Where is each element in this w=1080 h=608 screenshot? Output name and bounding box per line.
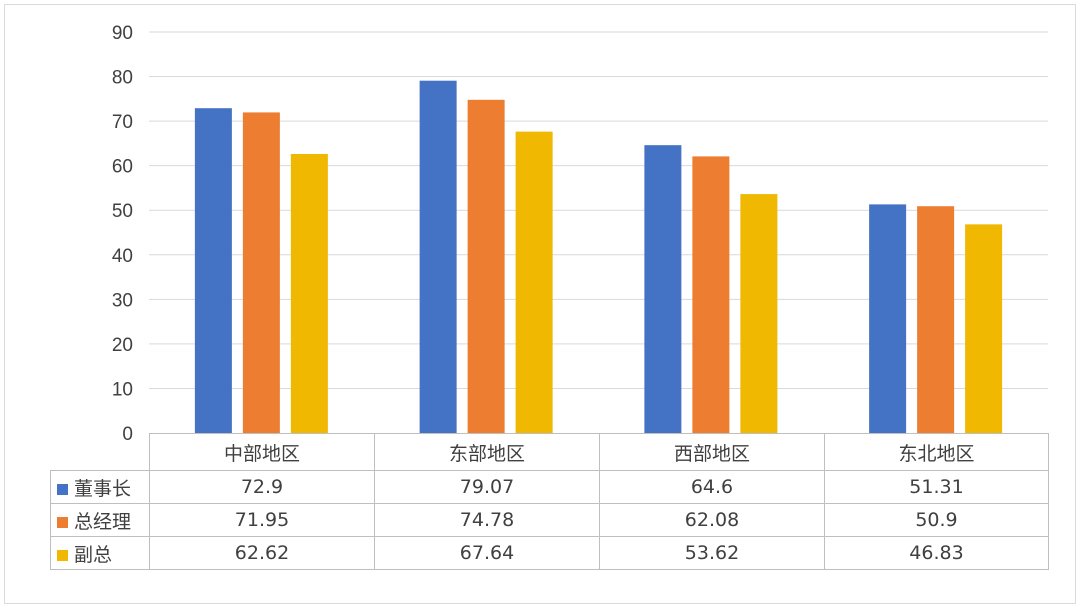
legend-entry: 副总 (50, 536, 150, 570)
bar (869, 204, 907, 433)
bar (194, 108, 232, 433)
y-tick-label: 40 (112, 246, 133, 267)
bar (740, 194, 778, 433)
chart-frame (4, 4, 1076, 604)
gridlines (149, 31, 1048, 389)
bar (242, 112, 280, 433)
table-cell: 51.31 (824, 470, 1049, 504)
legend-swatch (57, 516, 68, 528)
bar (965, 224, 1003, 433)
table-corner (50, 433, 150, 471)
series-name: 总经理 (74, 510, 132, 533)
bar (467, 99, 505, 434)
table-cell: 53.62 (599, 536, 825, 570)
category-label: 东北地区 (824, 433, 1049, 471)
legend-entry: 总经理 (50, 503, 150, 537)
bar (290, 153, 328, 434)
bar (692, 156, 730, 433)
table-cell: 62.62 (149, 536, 375, 570)
y-tick-label: 60 (112, 157, 133, 178)
table-cell: 67.64 (374, 536, 600, 570)
table-cell: 72.9 (149, 470, 375, 504)
legend-swatch (57, 549, 68, 561)
table-row: 副总 62.62 67.64 53.62 46.83 (50, 536, 1049, 570)
table-cell: 50.9 (824, 503, 1049, 537)
y-tick-label: 30 (112, 290, 133, 311)
y-tick-label: 90 (112, 23, 133, 44)
series-name: 副总 (74, 543, 113, 566)
table-cell: 71.95 (149, 503, 375, 537)
series-name: 董事长 (74, 477, 132, 500)
table-cell: 64.6 (599, 470, 825, 504)
y-tick-label: 70 (112, 112, 133, 133)
table-cell: 62.08 (599, 503, 825, 537)
table-header-row: 中部地区 东部地区 西部地区 东北地区 (50, 433, 1049, 471)
y-tick-label: 20 (112, 335, 133, 356)
category-label: 西部地区 (599, 433, 825, 471)
category-label: 中部地区 (149, 433, 375, 471)
bar (419, 80, 457, 433)
y-tick-label: 50 (112, 201, 133, 222)
bar (917, 206, 955, 433)
table-cell: 46.83 (824, 536, 1049, 570)
table-row: 董事长 72.9 79.07 64.6 51.31 (50, 470, 1049, 504)
y-tick-label: 10 (112, 379, 133, 400)
table-row: 总经理 71.95 74.78 62.08 50.9 (50, 503, 1049, 537)
table-cell: 79.07 (374, 470, 600, 504)
legend-swatch (57, 483, 68, 495)
y-tick-label: 80 (112, 68, 133, 89)
legend-entry: 董事长 (50, 470, 150, 504)
bar (515, 131, 553, 433)
data-table: 中部地区 东部地区 西部地区 东北地区 董事长 72.9 79.07 64.6 … (50, 433, 1049, 570)
bar (644, 145, 682, 433)
table-cell: 74.78 (374, 503, 600, 537)
bars (194, 80, 1003, 434)
category-label: 东部地区 (374, 433, 600, 471)
